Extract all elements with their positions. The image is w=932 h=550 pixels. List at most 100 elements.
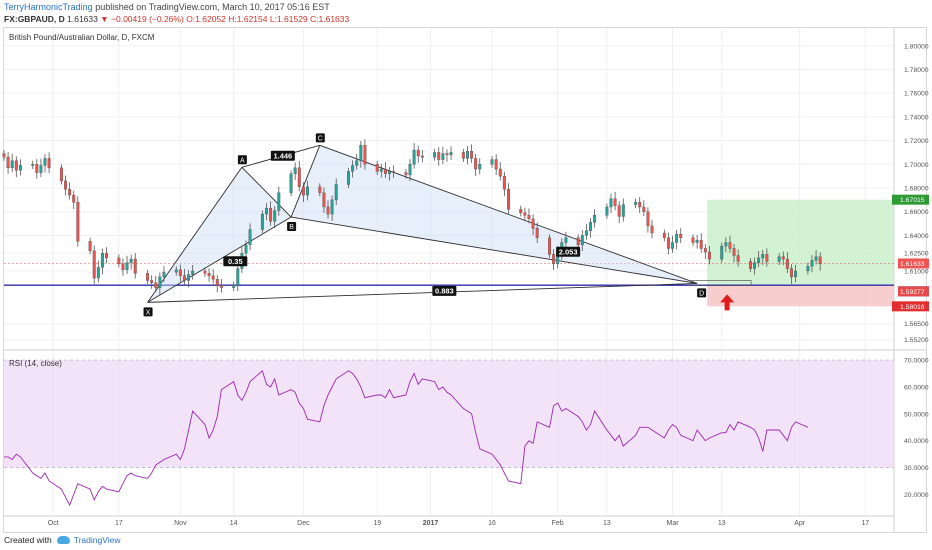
candle-body: [244, 244, 248, 254]
target-price-badge-tag: [892, 194, 898, 205]
price-tick-label: 1.62500: [904, 251, 929, 258]
candle-body: [215, 279, 219, 286]
author-link[interactable]: TerryHarmonicTrading: [4, 2, 93, 12]
entry-price-badge: 1.59277: [900, 289, 925, 296]
leg-xa: [147, 167, 243, 303]
tradingview-link[interactable]: TradingView: [73, 535, 121, 545]
candle-body: [301, 186, 305, 196]
candle-body: [150, 280, 154, 284]
candle-body: [814, 256, 818, 261]
point-label-x: X: [146, 309, 151, 316]
last-price: 1.61633: [67, 14, 98, 24]
candle-body: [68, 188, 72, 196]
candle-body: [671, 242, 674, 249]
candle-body: [748, 261, 752, 269]
price-tick-label: 1.78000: [904, 67, 929, 74]
candle-body: [589, 222, 592, 231]
rsi-tick-label: 60.0000: [904, 384, 929, 391]
candle-body: [375, 164, 379, 172]
candle-body: [379, 168, 383, 172]
candle-body: [465, 151, 469, 159]
price-tick-label: 1.56500: [904, 321, 929, 328]
candle-body: [634, 202, 638, 205]
target-price-badge: 1.67015: [900, 197, 925, 204]
rsi-tick-label: 50.0000: [904, 411, 929, 418]
ratio-label-xb-bg: [223, 256, 248, 267]
time-tick-label: 2017: [423, 520, 439, 527]
candle-body: [64, 180, 67, 190]
ratio-line-xb: [147, 216, 292, 303]
time-tick-label: 16: [488, 520, 496, 527]
last-price-badge: 1.61633: [900, 261, 925, 268]
ratio-label-bd: 2.053: [559, 247, 578, 256]
candle-body: [679, 234, 683, 238]
candle-body: [445, 153, 449, 156]
chart-frame: [3, 27, 927, 533]
candle-body: [297, 167, 301, 188]
candle-body: [174, 269, 178, 273]
stop-zone: [707, 284, 894, 307]
stop-price-badge: 1.58016: [900, 304, 925, 311]
ratio-label-xb: 0.35: [228, 257, 243, 266]
created-with-label: Created with: [4, 535, 52, 545]
point-label-a-bg: [237, 155, 247, 165]
time-tick-label: 13: [718, 520, 726, 527]
candle-body: [404, 172, 408, 176]
candle-body: [269, 207, 273, 222]
candle-body: [105, 252, 109, 259]
point-label-c: C: [318, 135, 323, 142]
target-zone: [707, 199, 894, 285]
candle-body: [724, 242, 728, 247]
publish-info: published on TradingView.com, March 10, …: [95, 2, 330, 12]
candle-body: [330, 199, 334, 215]
candle-body: [728, 242, 732, 249]
candle-body: [248, 229, 252, 246]
candle-body: [433, 152, 437, 158]
candle-body: [535, 228, 539, 238]
candle-body: [59, 167, 63, 182]
candle-body: [584, 230, 588, 236]
candle-body: [638, 202, 642, 208]
candle-body: [527, 215, 531, 220]
candle-body: [92, 250, 96, 279]
ratio-label-ac-bg: [270, 150, 295, 161]
candle-body: [326, 206, 330, 215]
candle-body: [322, 192, 326, 208]
point-label-c-bg: [315, 133, 325, 143]
candle-body: [613, 198, 617, 206]
price-tick-label: 1.72000: [904, 138, 929, 145]
candle-body: [334, 184, 338, 201]
candle-body: [707, 251, 711, 260]
candle-body: [703, 248, 707, 253]
time-tick-label: Apr: [794, 520, 806, 527]
candle-body: [6, 156, 10, 169]
candle-body: [76, 202, 80, 242]
candle-body: [10, 160, 14, 169]
candle-body: [646, 211, 650, 227]
ohlc-values: O:1.62052 H:1.62154 L:1.61529 C:1.61633: [186, 14, 350, 24]
last-price-badge-bg: [898, 258, 929, 269]
candle-body: [293, 167, 297, 174]
candle-body: [605, 206, 609, 216]
candle-body: [609, 198, 613, 208]
candle-body: [306, 186, 309, 196]
candle-body: [580, 235, 584, 246]
candle-body: [519, 209, 523, 214]
candle-body: [318, 186, 322, 193]
candle-body: [289, 173, 293, 193]
candle-body: [691, 237, 695, 243]
publish-line: TerryHarmonicTrading published on Tradin…: [4, 1, 330, 13]
point-label-d: D: [699, 290, 704, 297]
price-tick-label: 1.55200: [904, 337, 929, 344]
tradingview-logo-icon: [56, 536, 70, 544]
candle-body: [388, 171, 392, 174]
candle-body: [47, 158, 51, 169]
candle-body: [412, 149, 416, 165]
candle-body: [125, 262, 129, 270]
candle-body: [154, 282, 158, 288]
candle-body: [753, 262, 757, 269]
candle-body: [219, 284, 223, 288]
candle-body: [43, 158, 47, 166]
ratio-label-bd-bg: [556, 246, 581, 257]
